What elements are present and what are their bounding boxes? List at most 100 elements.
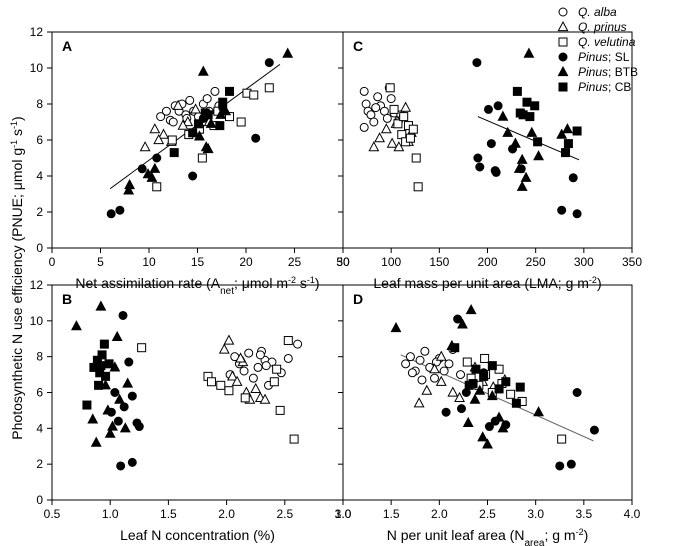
- data-point: [515, 108, 525, 118]
- series-pinus-cb: [82, 339, 114, 410]
- data-point: [450, 343, 460, 353]
- data-point: [484, 422, 494, 432]
- data-point: [231, 375, 243, 386]
- data-point: [493, 101, 503, 111]
- data-point: [122, 377, 134, 388]
- data-point: [110, 388, 120, 397]
- y-tick-label: 4: [36, 421, 43, 435]
- data-point: [250, 382, 262, 394]
- data-point: [413, 182, 423, 192]
- data-point: [248, 373, 258, 383]
- data-point: [513, 162, 525, 173]
- series-q-velutina: [385, 83, 423, 192]
- data-point: [555, 461, 565, 471]
- data-point: [417, 375, 427, 385]
- data-point: [156, 112, 166, 122]
- data-point: [482, 438, 493, 449]
- x-axis-title: Leaf N concentration (%): [120, 527, 275, 543]
- panel-letter: C: [353, 38, 363, 54]
- data-point: [197, 153, 207, 163]
- data-point: [506, 389, 516, 399]
- x-tick-label: 15: [191, 255, 205, 269]
- data-point: [369, 117, 379, 127]
- y-tick-label: 10: [30, 314, 44, 328]
- y-tick-label: 0: [36, 493, 43, 507]
- legend-label: Q. prinus: [578, 20, 627, 34]
- data-point: [161, 106, 171, 116]
- data-point: [373, 92, 383, 102]
- data-point: [177, 119, 189, 130]
- data-point: [479, 371, 489, 381]
- data-point: [472, 58, 482, 68]
- data-point: [557, 434, 567, 444]
- data-point: [386, 137, 398, 148]
- data-point: [102, 404, 114, 415]
- data-point: [203, 110, 213, 120]
- data-point: [269, 377, 279, 387]
- data-point: [494, 384, 504, 394]
- data-point: [533, 137, 543, 147]
- data-point: [454, 391, 465, 402]
- data-point: [139, 141, 151, 152]
- data-point: [371, 103, 381, 113]
- data-point: [523, 47, 535, 58]
- data-point: [137, 164, 147, 174]
- data-point: [471, 364, 481, 374]
- x-tick-label: 350: [622, 255, 642, 269]
- data-point: [516, 180, 528, 191]
- y-axis-title: Photosynthetic N use efficiency (PNUE; μ…: [9, 116, 25, 439]
- data-point: [107, 420, 118, 431]
- data-point: [486, 390, 498, 401]
- data-point: [255, 350, 265, 360]
- data-point: [566, 459, 576, 469]
- data-point: [515, 382, 525, 392]
- data-point: [104, 359, 114, 369]
- data-point: [202, 142, 214, 154]
- data-point: [264, 58, 274, 68]
- data-point: [94, 380, 104, 390]
- data-point: [119, 422, 131, 433]
- data-point: [127, 391, 137, 401]
- data-point: [220, 105, 232, 116]
- data-point: [462, 416, 474, 428]
- data-point: [240, 393, 250, 403]
- data-point: [216, 380, 226, 390]
- data-point: [561, 148, 571, 158]
- data-point: [401, 359, 411, 369]
- legend-marker: [558, 37, 568, 47]
- x-axis-title: Net assimilation rate (Anet; μmol m-2 s-…: [75, 275, 319, 297]
- data-point: [474, 384, 486, 395]
- data-point: [389, 104, 399, 114]
- x-tick-label: 0: [49, 255, 56, 269]
- data-point: [87, 413, 99, 424]
- data-point: [236, 117, 246, 127]
- data-point: [572, 388, 582, 397]
- data-point: [407, 368, 417, 378]
- legend-label: Q. velutina: [578, 35, 636, 49]
- x-tick-label: 4.0: [624, 507, 641, 521]
- data-point: [99, 339, 109, 349]
- data-point: [453, 314, 463, 324]
- data-point: [283, 353, 293, 363]
- panel-letter: B: [62, 291, 72, 307]
- data-point: [275, 405, 285, 415]
- data-point: [497, 110, 509, 121]
- data-point: [562, 123, 573, 134]
- x-tick-label: 300: [574, 255, 594, 269]
- data-point: [400, 101, 412, 112]
- data-point: [469, 393, 481, 404]
- data-point: [468, 379, 478, 389]
- y-tick-label: 8: [36, 350, 43, 364]
- data-point: [572, 209, 582, 219]
- legend-label: Q. alba: [578, 5, 617, 19]
- data-point: [249, 90, 259, 100]
- data-point: [152, 153, 162, 163]
- x-tick-label: 2.5: [479, 507, 496, 521]
- data-point: [134, 422, 144, 432]
- data-point: [188, 171, 198, 181]
- y-tick-label: 0: [36, 241, 43, 255]
- data-point: [149, 162, 161, 173]
- data-point: [359, 122, 369, 132]
- x-tick-label: 30: [336, 255, 350, 269]
